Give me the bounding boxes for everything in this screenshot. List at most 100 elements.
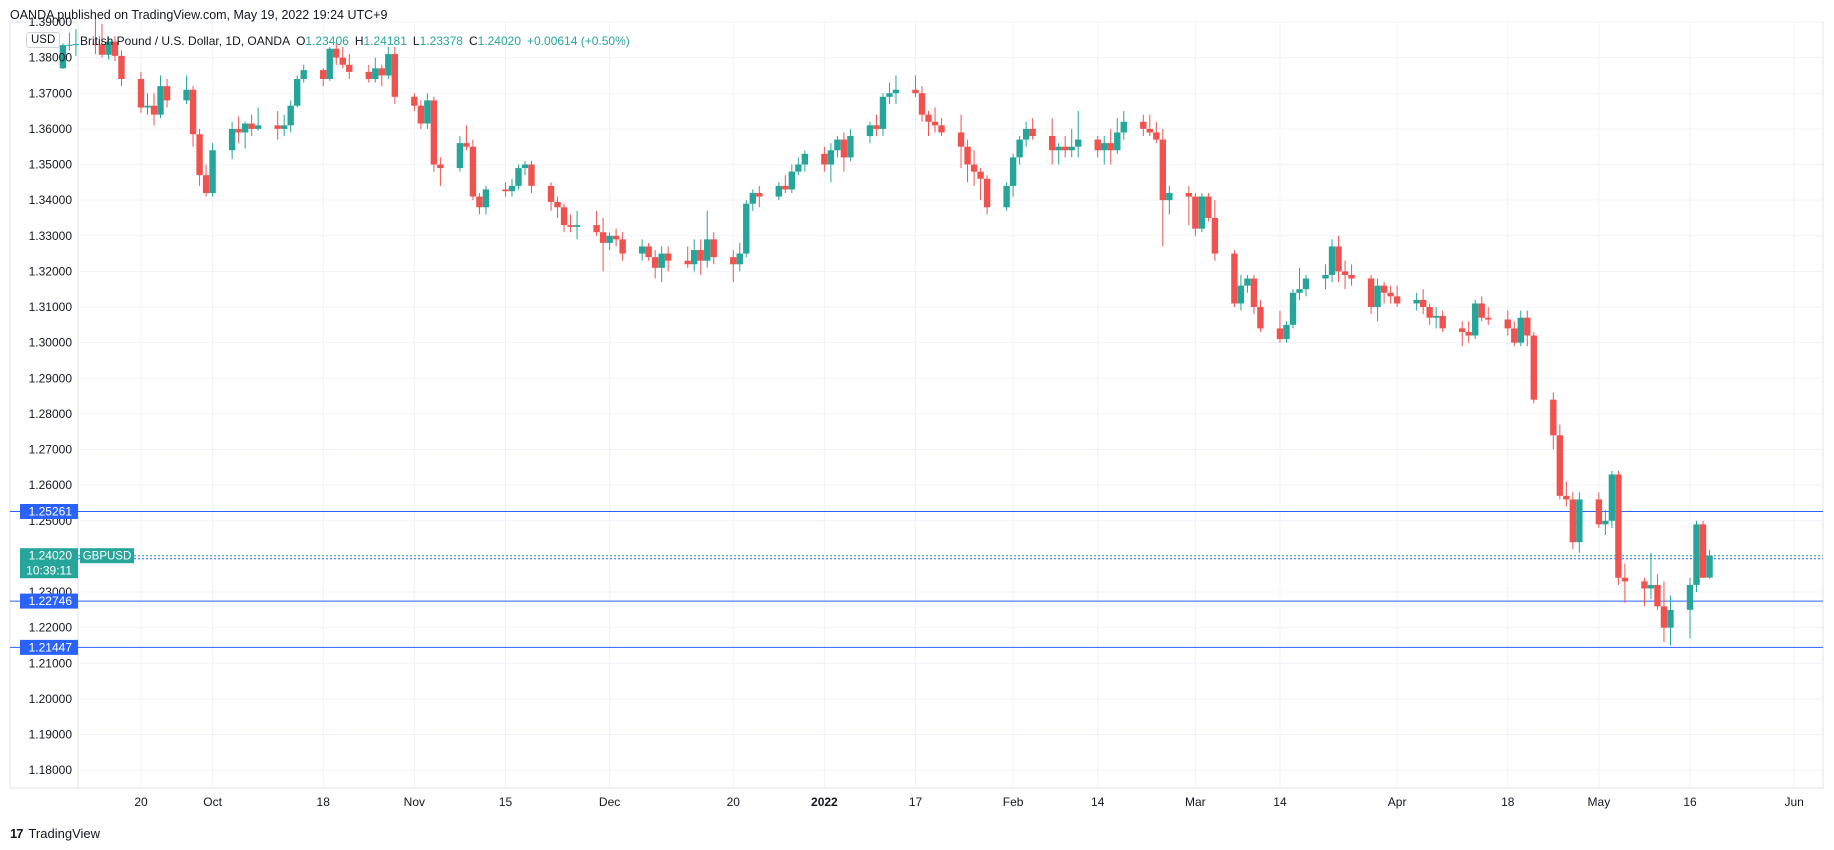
candle-body	[1022, 128, 1030, 140]
candle-body	[1595, 499, 1603, 525]
candle-body	[163, 86, 171, 101]
candle-body	[1472, 303, 1479, 336]
candle-body	[1231, 253, 1238, 304]
candle	[645, 242, 652, 261]
candle	[1472, 299, 1479, 340]
legend-high: H1.24181	[354, 34, 407, 48]
candle	[1205, 193, 1212, 222]
candle-body	[749, 193, 756, 204]
candle-body	[1061, 146, 1069, 151]
candle-body	[1276, 328, 1284, 340]
candle-body	[925, 114, 932, 122]
candle-body	[775, 185, 783, 197]
candle-body	[1140, 121, 1147, 129]
x-axis[interactable]: 20 Oct 18 Nov 15 Dec 20 2022 17 Feb 14 Mar 14 Apr 18 Ma…	[134, 795, 1803, 809]
candle-body	[111, 41, 119, 56]
symbol-tag: GBPUSD	[83, 551, 132, 563]
candle-body	[1706, 555, 1713, 578]
candle-body	[144, 105, 151, 108]
candle	[144, 93, 151, 115]
candle-body	[560, 207, 568, 226]
symbol-legend[interactable]: British Pound / U.S. Dollar, 1D, OANDA O…	[80, 34, 630, 48]
x-tick-label: 18	[317, 795, 331, 809]
candle-body	[1101, 143, 1108, 151]
candle	[163, 79, 171, 108]
candle	[834, 136, 841, 158]
candle	[925, 111, 932, 137]
candle-body	[118, 55, 125, 80]
x-tick-label: 20	[727, 795, 741, 809]
candle-body	[248, 123, 255, 129]
x-tick-label: Jun	[1784, 795, 1803, 809]
y-tick-label: 1.27000	[29, 443, 73, 457]
candle-body	[515, 168, 522, 186]
candle-body	[1075, 139, 1082, 147]
candle	[287, 100, 294, 133]
legend-low: L1.23378	[412, 34, 463, 48]
candle-body	[1328, 246, 1336, 275]
candle	[528, 160, 535, 194]
candle-body	[1608, 474, 1616, 521]
candle-body	[1211, 217, 1219, 254]
footer[interactable]: 17 TradingView	[10, 826, 100, 841]
candle	[508, 178, 516, 197]
candle-body	[1374, 285, 1381, 308]
candle-body	[1068, 146, 1075, 151]
y-axis[interactable]: 1.180001.190001.200001.210001.220001.230…	[29, 15, 73, 777]
symbol-tag-bg	[80, 548, 134, 564]
candle-body	[873, 125, 880, 129]
y-tick-label: 1.19000	[29, 728, 73, 742]
candle	[248, 114, 255, 137]
candle	[612, 228, 620, 247]
candle	[92, 18, 99, 55]
candle-body	[372, 68, 379, 80]
candle	[756, 185, 763, 208]
candle-body	[970, 164, 978, 172]
candle	[346, 54, 353, 80]
candle-body	[1302, 278, 1310, 290]
candle	[1465, 321, 1472, 343]
candle-body	[1257, 307, 1264, 329]
candle-body	[1114, 132, 1121, 151]
candle-body	[606, 235, 613, 243]
candle	[183, 75, 190, 104]
candle-body	[788, 171, 796, 190]
candle	[827, 143, 835, 183]
candle	[1426, 303, 1433, 325]
candle	[957, 114, 965, 169]
candle	[1615, 470, 1622, 585]
candle	[1504, 310, 1511, 336]
candle-body	[619, 239, 626, 254]
candle-body	[1237, 285, 1245, 304]
candle	[1393, 285, 1401, 308]
candle	[554, 196, 561, 218]
candle-body	[821, 153, 828, 165]
candle-body	[1296, 289, 1303, 293]
candle-body	[1367, 278, 1375, 308]
candle	[840, 132, 848, 172]
candle	[274, 111, 281, 140]
y-tick-label: 1.33000	[29, 229, 73, 243]
candle	[339, 46, 346, 69]
candle	[1302, 274, 1310, 297]
candle	[1485, 307, 1492, 325]
candle	[157, 75, 164, 119]
level-badge: 1.25261	[29, 504, 73, 518]
candle	[710, 232, 717, 265]
level-badge-bg	[20, 503, 78, 519]
candle-body	[664, 253, 672, 261]
candle-body	[1016, 139, 1023, 158]
candle	[1647, 552, 1655, 600]
candle	[326, 46, 333, 81]
candle	[873, 114, 880, 137]
candle-body	[1602, 520, 1609, 525]
candle	[1699, 520, 1707, 578]
candle	[730, 250, 737, 283]
candle	[704, 210, 711, 268]
candle-body	[658, 253, 665, 268]
candle-body	[756, 193, 763, 197]
currency-label[interactable]: USD	[26, 32, 61, 48]
candle	[1569, 492, 1577, 550]
candle-body	[827, 150, 835, 165]
